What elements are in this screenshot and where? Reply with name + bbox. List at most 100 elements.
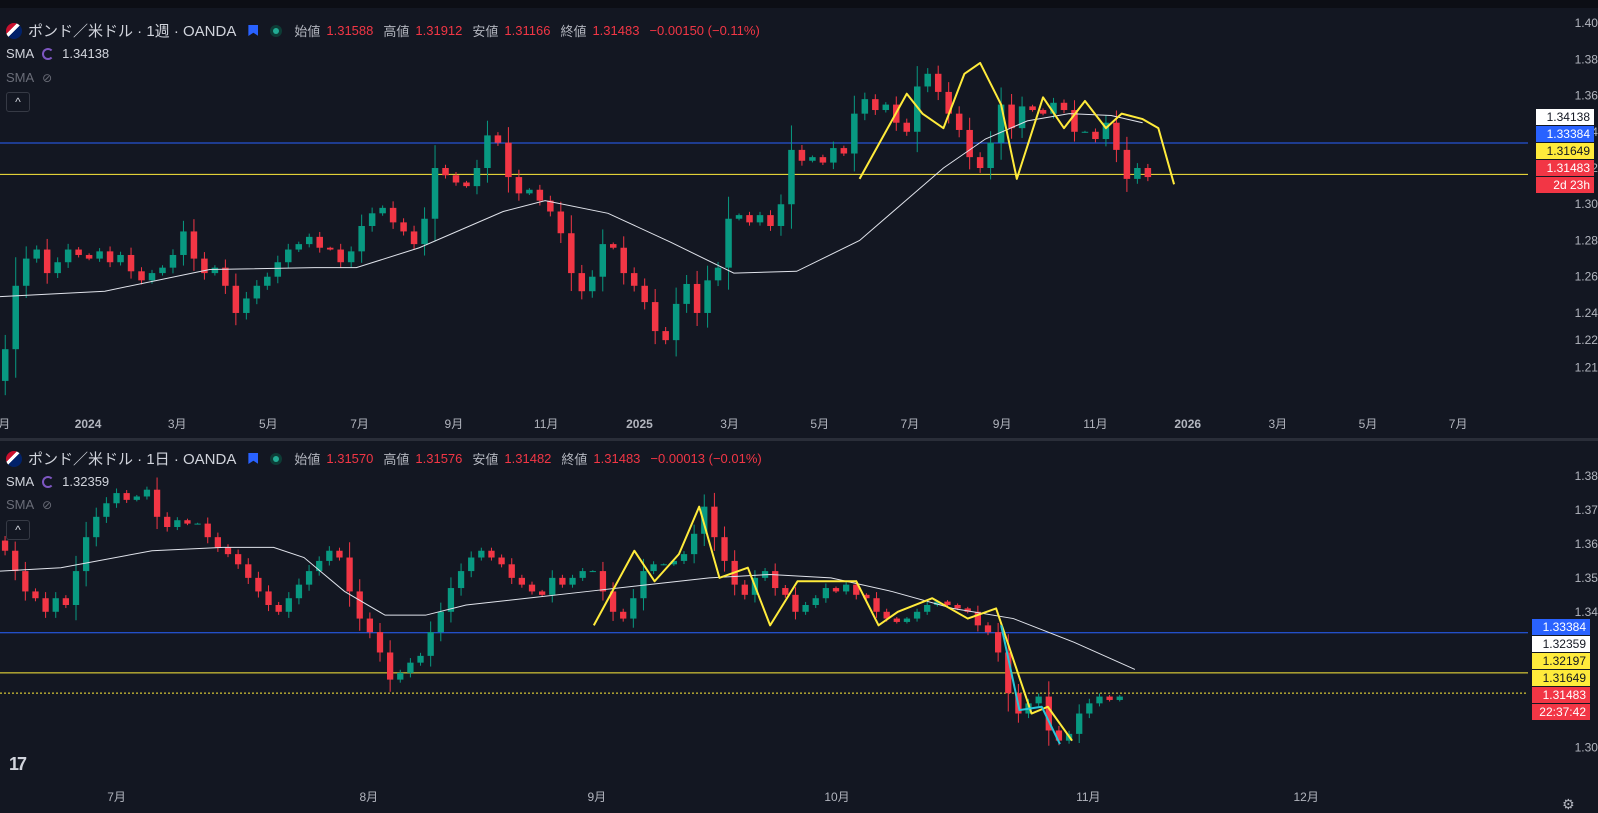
high-label: 高値: [383, 452, 410, 467]
daily-chart-pane[interactable]: 1.38000 1.37000 1.36000 1.35000 1.34000 1.300…: [0, 441, 1598, 813]
candle-body: [924, 605, 931, 612]
collapse-legend-button[interactable]: ^: [6, 92, 30, 112]
candle-body: [756, 215, 764, 223]
time-tick-label: 11月: [1083, 417, 1107, 431]
price-tag: [1536, 143, 1594, 159]
candle-body: [234, 554, 242, 565]
candle-body: [777, 204, 785, 226]
weekly-chart-canvas[interactable]: 1.400001.380001.360001.340001.320001.300…: [0, 8, 1598, 438]
price-tick-label: 1.26000: [1575, 270, 1598, 284]
bookmark-icon[interactable]: [248, 25, 259, 36]
candle-body: [305, 236, 313, 245]
daily-indicator-sma-2[interactable]: SMA ⊘: [6, 497, 52, 512]
candle-body: [1018, 106, 1026, 129]
candle-body: [913, 611, 921, 619]
candle-body: [133, 496, 140, 500]
time-tick-label: 3月: [1269, 417, 1288, 431]
candle-body: [882, 104, 890, 111]
candle-body: [326, 550, 333, 561]
candle-body: [356, 591, 363, 619]
candle-body: [123, 493, 130, 500]
time-tick-label: 10月: [824, 790, 849, 804]
weekly-chart-pane[interactable]: 1.400001.380001.360001.340001.320001.300…: [0, 8, 1598, 438]
eye-hidden-icon[interactable]: ⊘: [42, 497, 53, 512]
candle-body: [437, 611, 444, 633]
candle-body: [630, 598, 637, 619]
candle-body: [245, 564, 252, 578]
gbp-usd-flag-icon: [6, 22, 22, 39]
candle-body: [336, 550, 343, 558]
candle-body: [447, 588, 455, 612]
weekly-indicator-sma-1[interactable]: SMA 1.34138: [6, 46, 109, 61]
candle-body: [1096, 696, 1103, 704]
candle-body: [103, 503, 110, 517]
candle-body: [159, 267, 166, 274]
candle-body: [934, 73, 942, 92]
price-tag: [1536, 109, 1594, 125]
time-tick-label: 11月: [1076, 790, 1100, 804]
bookmark-icon[interactable]: [248, 453, 259, 464]
weekly-indicator-sma-2[interactable]: SMA ⊘: [6, 70, 52, 85]
candle-body: [397, 672, 404, 680]
candle-body: [609, 244, 617, 248]
price-tick-label: 1.37000: [1575, 503, 1598, 517]
pane-divider[interactable]: [0, 438, 1598, 441]
price-tag: [1536, 160, 1594, 176]
candle-body: [1029, 106, 1036, 111]
candle-body: [640, 571, 647, 599]
candle-body: [798, 149, 806, 161]
candle-body: [358, 225, 365, 252]
candle-body: [337, 249, 344, 263]
gear-icon[interactable]: ⚙: [1562, 796, 1575, 812]
collapse-legend-button[interactable]: ^: [6, 520, 30, 540]
candle-body: [945, 91, 952, 114]
candle-body: [893, 618, 900, 622]
candle-body: [802, 605, 809, 612]
candle-body: [660, 564, 667, 566]
price-tick-label: 1.34000: [1575, 605, 1598, 619]
candle-body: [650, 564, 657, 572]
candle-body: [498, 557, 505, 565]
time-tick-label: 11月: [534, 417, 558, 431]
candle-body: [1071, 110, 1078, 132]
daily-symbol-title[interactable]: ポンド／米ドル · 1日 · OANDA: [28, 451, 237, 468]
indicator-name: SMA: [6, 46, 35, 61]
candle-body: [515, 177, 523, 194]
sma-line: [0, 113, 1143, 298]
weekly-symbol-title[interactable]: ポンド／米ドル · 1週 · OANDA: [28, 23, 237, 40]
time-tick-label: 9月: [445, 417, 464, 431]
candle-body: [559, 577, 566, 585]
candle-body: [194, 523, 201, 525]
price-tag: [1532, 687, 1590, 703]
candle-body: [840, 148, 848, 154]
time-tick-label: 月: [0, 417, 10, 431]
candle-body: [651, 302, 659, 332]
candle-body: [484, 135, 491, 169]
candle-body: [96, 251, 103, 259]
zigzag-line: [592, 505, 1073, 742]
candle-body: [984, 625, 992, 633]
price-tag-label: 1.32359: [1543, 637, 1587, 651]
candle-body: [822, 588, 830, 599]
candle-body: [1081, 131, 1089, 133]
candle-body: [536, 189, 544, 201]
candle-body: [82, 537, 90, 572]
daily-chart-canvas[interactable]: 1.38000 1.37000 1.36000 1.35000 1.34000 1.300…: [0, 441, 1598, 813]
candle-body: [976, 157, 984, 169]
candle-body: [347, 251, 355, 263]
candle-body: [285, 598, 292, 612]
candle-body: [872, 99, 879, 111]
tradingview-logo[interactable]: 17: [9, 754, 27, 774]
candle-body: [589, 571, 596, 573]
candle-body: [630, 273, 638, 286]
candle-body: [386, 652, 394, 680]
candle-body: [883, 611, 890, 619]
candle-body: [924, 73, 931, 87]
candle-body: [180, 231, 187, 255]
indicator-name: SMA: [6, 474, 35, 489]
eye-hidden-icon[interactable]: ⊘: [42, 70, 53, 85]
candle-body: [721, 537, 728, 561]
daily-indicator-sma-1[interactable]: SMA 1.32359: [6, 474, 109, 489]
candle-body: [201, 258, 208, 274]
candle-body: [264, 276, 271, 286]
